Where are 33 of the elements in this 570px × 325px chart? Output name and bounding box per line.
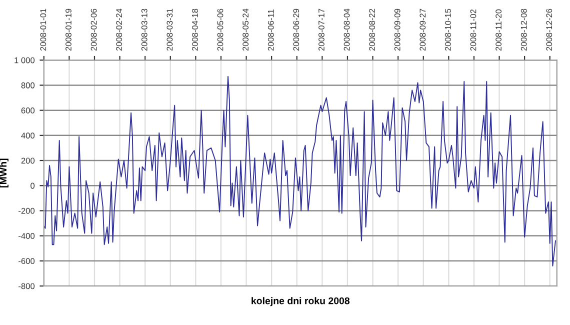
line-series (44, 76, 556, 266)
x-tick-label: 2008-03-31 (166, 8, 173, 51)
y-tick-label: 600 (21, 108, 35, 114)
x-tick-label: 2008-06-11 (268, 9, 274, 51)
y-tick-label: 0 (30, 182, 35, 189)
x-tick-label: 2008-04-18 (192, 8, 198, 51)
x-tick-label: 2008-02-24 (116, 8, 122, 51)
x-tick-label: 2008-01-19 (66, 8, 72, 51)
x-tick-label: 2008-08-04 (344, 8, 350, 51)
x-axis-title: kolejne dni roku 2008 (252, 297, 350, 306)
x-tick-label: 2008-11-02 (470, 10, 476, 51)
x-tick-label: 2008-09-27 (420, 8, 426, 51)
x-tick-label: 2008-05-06 (217, 8, 224, 51)
x-tick-label: 2008-10-15 (445, 8, 451, 51)
x-tick-label: 2008-03-13 (141, 8, 148, 51)
x-tick-label: 2008-09-09 (394, 8, 400, 51)
x-tick-label: 2008-12-08 (520, 8, 527, 51)
x-tick-label: 2008-08-22 (369, 8, 376, 51)
y-tick-label: -800 (18, 283, 35, 290)
x-tick-label: 2008-01-01 (40, 8, 46, 51)
x-tick-label: 2008-06-29 (293, 8, 300, 51)
y-tick-label: 1 000 (14, 57, 35, 64)
y-tick-label: 200 (21, 158, 35, 164)
y-tick-label: -200 (18, 208, 35, 214)
y-tick-label: 400 (21, 132, 35, 139)
x-tick-label: 2008-02-06 (90, 8, 97, 51)
x-tick-label: 2008-12-26 (546, 8, 552, 51)
x-tick-label: 2008-11-20 (496, 9, 502, 51)
y-tick-label: -400 (18, 233, 35, 239)
x-tick-label: 2008-05-24 (242, 8, 249, 51)
x-tick-label: 2008-07-17 (318, 8, 324, 51)
y-tick-label: -600 (18, 258, 35, 264)
y-tick-label: 800 (21, 82, 35, 88)
